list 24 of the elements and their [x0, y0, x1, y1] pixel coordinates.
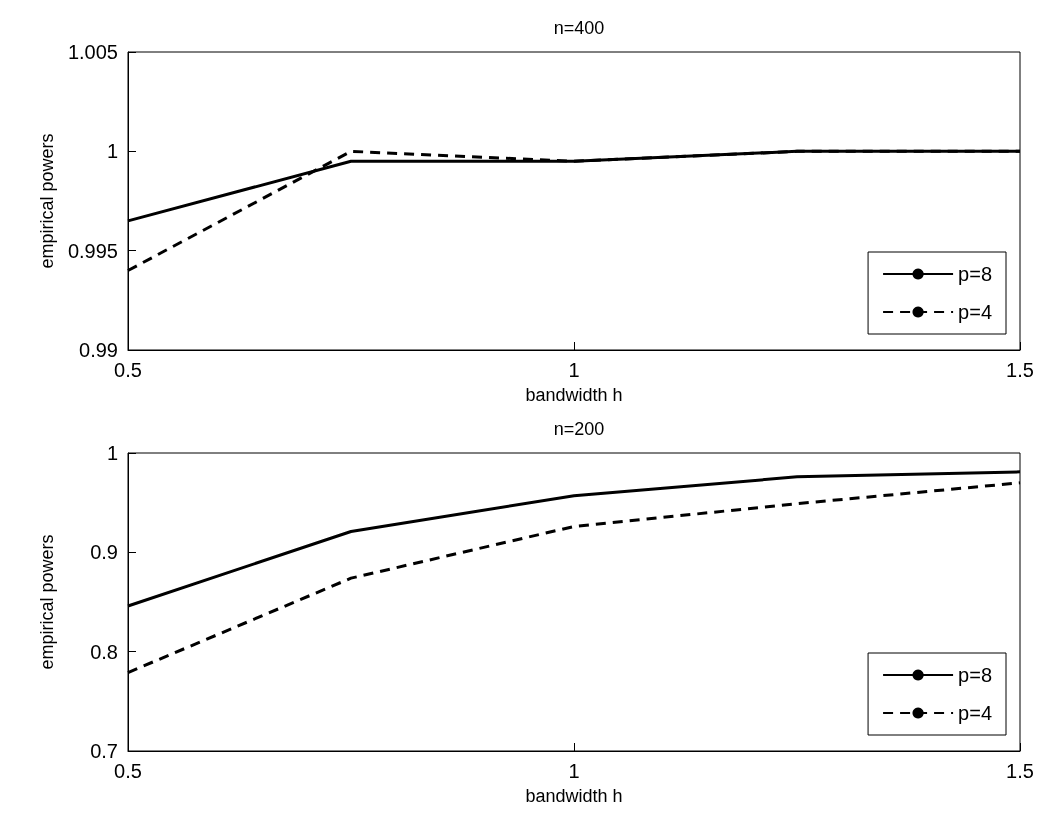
- x-tick-label: 1.5: [1006, 760, 1034, 782]
- y-tick-label: 0.995: [67, 239, 118, 262]
- x-axis-title: bandwidth h: [525, 786, 623, 806]
- y-axis-title: empirical powers: [37, 133, 57, 269]
- y-tick-label: 0.7: [90, 740, 118, 762]
- y-tick-label: 0.99: [79, 339, 118, 361]
- legend-label: p=4: [958, 702, 993, 724]
- legend-label: p=4: [958, 301, 993, 323]
- legend-label: p=8: [958, 263, 993, 285]
- legend-label: p=8: [958, 664, 993, 686]
- y-tick-label: 0.9: [90, 541, 118, 564]
- chart-title: n=200: [553, 419, 605, 439]
- x-tick-label: 1: [568, 359, 580, 381]
- x-tick-label: 0.5: [114, 760, 142, 782]
- y-tick-label: 1.005: [67, 41, 118, 63]
- chart-title: n=400: [553, 18, 605, 38]
- x-tick-label: 1.5: [1006, 359, 1034, 381]
- y-tick-label: 1: [106, 140, 118, 163]
- x-tick-label: 1: [568, 760, 580, 782]
- x-tick-label: 0.5: [114, 359, 142, 381]
- y-axis-title: empirical powers: [37, 534, 57, 670]
- y-tick-label: 0.8: [90, 640, 118, 663]
- x-axis-title: bandwidth h: [525, 385, 623, 405]
- y-tick-label: 1: [106, 442, 118, 464]
